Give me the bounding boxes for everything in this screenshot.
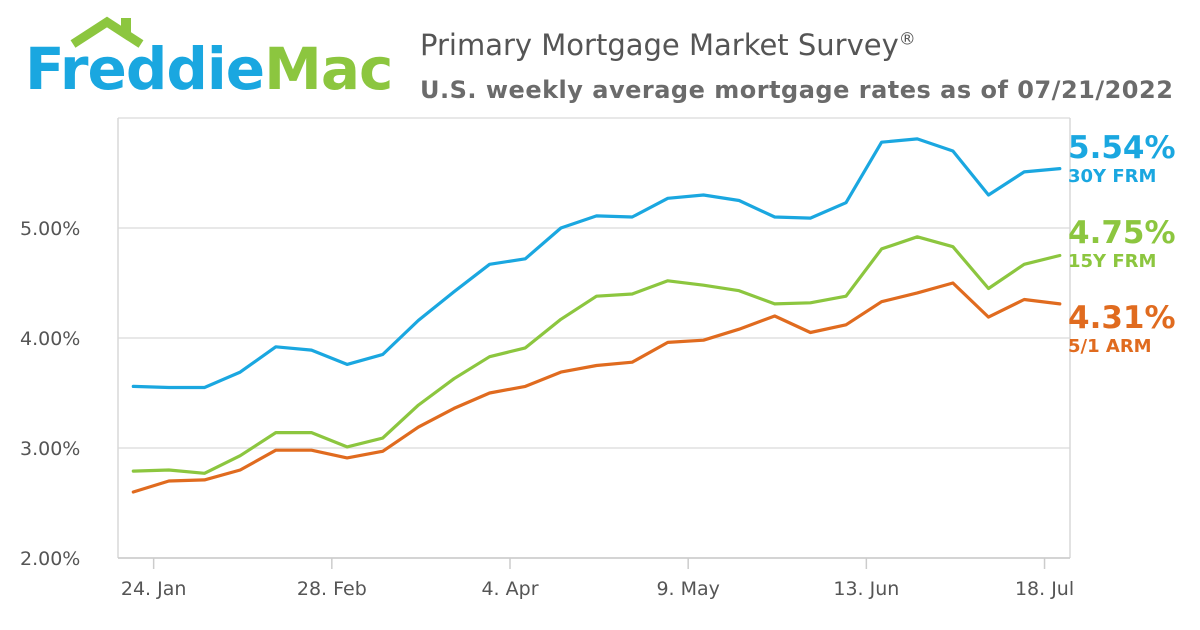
value-15y-frm: 4.75% [1068, 215, 1176, 251]
y-tick-label: 4.00% [20, 328, 80, 350]
series-line-frm15 [131, 235, 1062, 475]
name-30y-frm: 30Y FRM [1068, 166, 1157, 187]
chart-title-text: Primary Mortgage Market Survey [420, 28, 899, 62]
series-lines [131, 137, 1062, 494]
x-tick-label: 9. May [656, 578, 719, 600]
label-15y-frm: 4.75% 15Y FRM [1068, 218, 1176, 271]
x-tick-label: 4. Apr [481, 578, 538, 600]
y-tick-label: 5.00% [20, 218, 80, 240]
y-tick-label: 3.00% [20, 438, 80, 460]
name-15y-frm: 15Y FRM [1068, 251, 1157, 272]
house-roof-icon [70, 16, 144, 48]
x-tick-label: 28. Feb [297, 578, 367, 600]
series-line-arm51 [131, 281, 1062, 494]
name-5-1-arm: 5/1 ARM [1068, 336, 1152, 357]
logo-text-freddie: Freddie [25, 35, 265, 103]
value-5-1-arm: 4.31% [1068, 300, 1176, 336]
x-tick-label: 13. Jun [833, 578, 899, 600]
label-5-1-arm: 4.31% 5/1 ARM [1068, 303, 1176, 356]
series-line-frm30 [131, 137, 1062, 390]
registered-mark: ® [898, 29, 916, 50]
freddie-mac-logo: FreddieMac [25, 14, 393, 114]
x-tick-label: 18. Jul [1015, 578, 1074, 600]
y-tick-label: 2.00% [20, 548, 80, 570]
x-tick-label: 24. Jan [121, 578, 187, 600]
chart-subtitle: U.S. weekly average mortgage rates as of… [420, 76, 1174, 104]
axes: 2.00% 3.00% 4.00% 5.00% 24. Jan 28. Feb 4. Apr… [20, 118, 1074, 600]
chart-title: Primary Mortgage Market Survey® [420, 28, 916, 62]
label-30y-frm: 5.54% 30Y FRM [1068, 133, 1176, 186]
value-30y-frm: 5.54% [1068, 130, 1176, 166]
logo-text-mac: Mac [264, 35, 393, 103]
grid-lines [118, 117, 1070, 559]
